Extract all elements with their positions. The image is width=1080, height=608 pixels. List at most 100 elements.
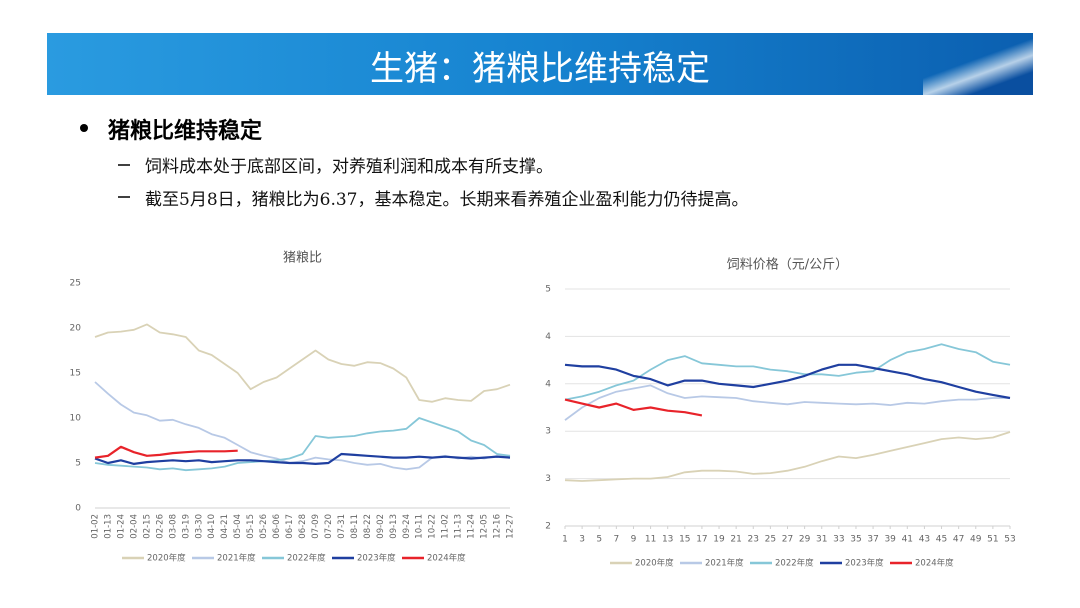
x-tick-label: 09-02 — [376, 514, 386, 539]
x-tick-label: 23 — [748, 535, 759, 545]
bullet-item: 截至5月8日，猪粮比为6.37，基本稳定。长期来看养殖企业盈利能力仍待提高。 — [145, 190, 749, 210]
x-tick-label: 33 — [833, 535, 844, 545]
x-tick-label: 04-10 — [207, 514, 217, 539]
x-tick-label: 17 — [696, 535, 707, 545]
y-tick-label: 15 — [70, 369, 81, 379]
legend-label: 2023年度 — [845, 558, 884, 569]
x-tick-label: 45 — [936, 535, 947, 545]
x-tick-label: 39 — [884, 535, 896, 545]
x-tick-label: 41 — [902, 535, 913, 545]
legend-label: 2021年度 — [705, 558, 744, 569]
y-tick-label: 4 — [545, 332, 551, 342]
x-tick-label: 06-28 — [298, 514, 308, 539]
x-tick-label: 43 — [919, 535, 930, 545]
series-line — [94, 417, 511, 472]
y-tick-label: 0 — [75, 504, 81, 514]
x-tick-label: 29 — [799, 535, 811, 545]
x-tick-label: 5 — [596, 535, 602, 545]
header-banner: 生猪：猪粮比维持稳定 — [47, 33, 1033, 95]
y-tick-label: 20 — [70, 324, 82, 334]
x-tick-label: 07-09 — [311, 514, 321, 539]
x-tick-label: 25 — [765, 535, 776, 545]
x-tick-label: 08-22 — [363, 514, 373, 539]
x-tick-label: 3 — [579, 535, 585, 545]
x-tick-label: 19 — [713, 535, 725, 545]
legend-label: 2020年度 — [635, 558, 674, 569]
x-tick-label: 10-11 — [415, 514, 425, 539]
x-tick-label: 53 — [1004, 535, 1015, 545]
x-tick-label: 11-24 — [467, 514, 477, 539]
x-tick-label: 37 — [867, 535, 878, 545]
x-tick-label: 04-21 — [220, 514, 230, 539]
series-line — [564, 363, 1011, 400]
series-line — [94, 445, 238, 459]
series-line — [564, 384, 1010, 421]
series-line — [564, 431, 1011, 482]
x-tick-label: 09-13 — [389, 514, 399, 539]
series-line — [564, 343, 1011, 401]
x-tick-label: 11 — [645, 535, 656, 545]
x-tick-label: 09-24 — [402, 514, 412, 539]
x-tick-label: 01-24 — [116, 514, 126, 539]
x-tick-label: 11-02 — [441, 514, 451, 539]
x-tick-label: 12-27 — [506, 514, 516, 539]
x-tick-label: 27 — [782, 535, 793, 545]
x-tick-label: 07-20 — [324, 514, 334, 539]
x-tick-label: 05-26 — [259, 514, 269, 539]
series-line — [94, 323, 511, 403]
y-tick-label: 5 — [75, 459, 81, 469]
legend-label: 2020年度 — [147, 553, 186, 564]
x-tick-label: 05-04 — [233, 514, 243, 539]
y-tick-label: 25 — [70, 279, 81, 289]
x-tick-label: 7 — [613, 535, 619, 545]
x-tick-label: 21 — [730, 535, 741, 545]
x-tick-label: 10-22 — [428, 514, 438, 539]
slide-title: 生猪：猪粮比维持稳定 — [370, 49, 710, 89]
x-tick-label: 03-30 — [194, 514, 204, 539]
series-line — [564, 398, 703, 417]
legend-label: 2022年度 — [775, 558, 814, 569]
x-tick-label: 1 — [562, 535, 568, 545]
x-tick-label: 15 — [679, 535, 690, 545]
x-tick-label: 02-04 — [129, 514, 139, 539]
x-tick-label: 06-17 — [285, 514, 295, 539]
x-tick-label: 31 — [816, 535, 827, 545]
y-tick-label: 3 — [545, 427, 551, 437]
y-tick-label: 10 — [70, 414, 82, 424]
x-tick-label: 08-11 — [350, 514, 360, 539]
bullet-dot — [80, 124, 88, 132]
x-tick-label: 49 — [970, 535, 982, 545]
chart-title: 饲料价格（元/公斤） — [727, 257, 848, 273]
x-tick-label: 05-15 — [246, 514, 256, 539]
x-tick-label: 35 — [850, 535, 861, 545]
x-tick-label: 9 — [631, 535, 637, 545]
y-tick-label: 3 — [545, 474, 551, 484]
banner-stripe — [923, 33, 1033, 95]
bullet-main: 猪粮比维持稳定 — [108, 119, 263, 144]
legend-label: 2022年度 — [287, 553, 326, 564]
x-tick-label: 47 — [953, 535, 964, 545]
x-tick-label: 03-19 — [181, 514, 191, 539]
x-tick-label: 07-31 — [337, 514, 347, 539]
x-tick-label: 12-16 — [493, 514, 503, 539]
y-tick-label: 2 — [545, 522, 551, 532]
x-tick-label: 06-06 — [272, 514, 282, 539]
bullet-item: 饲料成本处于底部区间，对养殖利润和成本有所支撑。 — [145, 157, 553, 177]
x-tick-label: 02-15 — [142, 514, 152, 539]
legend-label: 2024年度 — [915, 558, 954, 569]
chart-title: 猪粮比 — [283, 251, 322, 266]
legend-label: 2024年度 — [427, 553, 466, 564]
x-tick-label: 12-05 — [480, 514, 490, 539]
y-tick-label: 4 — [545, 379, 551, 389]
x-tick-label: 02-26 — [155, 514, 165, 539]
x-tick-label: 13 — [662, 535, 673, 545]
series-line — [94, 452, 511, 465]
x-tick-label: 01-02 — [91, 514, 101, 539]
legend-label: 2021年度 — [217, 553, 256, 564]
x-tick-label: 51 — [987, 535, 998, 545]
x-tick-label: 11-13 — [454, 514, 464, 539]
legend-label: 2023年度 — [357, 553, 396, 564]
x-tick-label: 03-08 — [168, 514, 178, 539]
